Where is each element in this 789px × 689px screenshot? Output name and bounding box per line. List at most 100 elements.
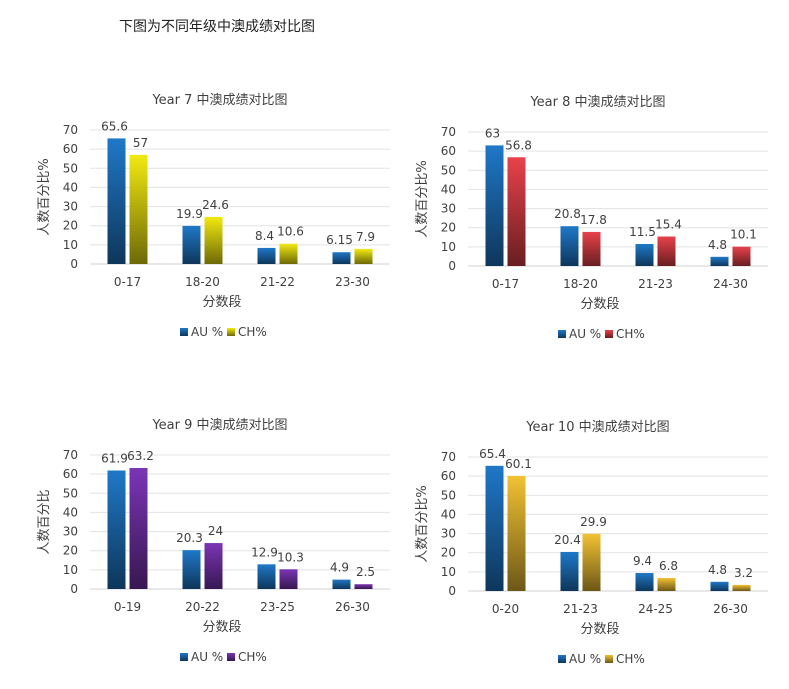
- legend-label: CH%: [616, 327, 645, 341]
- x-tick-label: 23-30: [335, 275, 370, 289]
- y-tick-label: 40: [441, 182, 456, 196]
- data-label: 65.6: [101, 119, 128, 133]
- data-label: 57: [133, 136, 148, 150]
- chart-panel-year9: Year 9 中澳成绩对比图 0 10 20 30 40 50 60 70 人数百分比 61.9 63…: [37, 407, 400, 687]
- y-axis-label: 人数百分比: [37, 489, 52, 554]
- chart-year9: Year 9 中澳成绩对比图 0 10 20 30 40 50 60 70 人数百分比 61.9 63…: [37, 417, 390, 664]
- bar-au: [560, 551, 579, 591]
- legend-swatch: [605, 330, 613, 338]
- data-label: 4.8: [708, 563, 727, 577]
- bar-ch: [732, 246, 751, 266]
- y-tick-label: 0: [448, 584, 456, 598]
- y-tick-label: 20: [63, 219, 78, 233]
- data-label: 6.15: [326, 233, 353, 247]
- bar-ch: [279, 569, 298, 589]
- x-tick-label: 0-19: [114, 600, 141, 614]
- data-label: 60.1: [505, 457, 532, 471]
- bar-ch: [279, 243, 298, 264]
- chart-title: Year 9 中澳成绩对比图: [151, 417, 287, 433]
- x-tick-label: 0-20: [492, 602, 519, 616]
- legend-label: AU %: [569, 652, 601, 666]
- legend-swatch: [227, 328, 235, 336]
- y-tick-label: 70: [441, 125, 456, 139]
- data-label: 15.4: [655, 218, 682, 232]
- y-tick-label: 10: [441, 565, 456, 579]
- y-tick-label: 60: [441, 469, 456, 483]
- bar-ch: [354, 584, 373, 589]
- data-label: 20.4: [554, 533, 581, 547]
- page-title: 下图为不同年级中澳成绩对比图: [119, 19, 315, 35]
- data-label: 19.9: [176, 207, 203, 221]
- x-tick-label: 0-17: [114, 275, 141, 289]
- x-tick-label: 20-22: [185, 600, 220, 614]
- y-tick-label: 50: [441, 163, 456, 177]
- bar-ch: [204, 216, 223, 264]
- y-tick-label: 10: [63, 563, 78, 577]
- bar-au: [182, 550, 201, 589]
- chart-year10: Year 10 中澳成绩对比图 0 10 20 30 40 50 60 70 人数百分比% 65.4…: [415, 419, 768, 666]
- bar-ch: [657, 236, 676, 266]
- data-label: 10.6: [277, 225, 304, 239]
- legend-label: CH%: [616, 652, 645, 666]
- x-tick-label: 21-22: [260, 275, 295, 289]
- data-label: 6.8: [659, 559, 678, 573]
- x-axis-label: 分数段: [202, 620, 241, 635]
- bar-ch: [129, 468, 148, 589]
- y-tick-label: 60: [63, 142, 78, 156]
- data-label: 20.3: [176, 531, 203, 545]
- bar-ch: [507, 475, 526, 591]
- bar-ch: [204, 543, 223, 589]
- chart-title: Year 10 中澳成绩对比图: [525, 419, 669, 435]
- data-label: 29.9: [580, 515, 607, 529]
- bar-ch: [582, 231, 601, 266]
- y-tick-label: 50: [63, 486, 78, 500]
- legend-label: AU %: [569, 327, 601, 341]
- x-tick-label: 21-23: [638, 277, 673, 291]
- bar-au: [107, 138, 126, 264]
- data-label: 10.3: [277, 550, 304, 564]
- x-tick-label: 24-30: [713, 277, 748, 291]
- data-label: 63.2: [127, 449, 154, 463]
- data-label: 56.8: [505, 138, 532, 152]
- data-label: 8.4: [255, 229, 274, 243]
- y-tick-label: 30: [441, 527, 456, 541]
- legend-swatch: [558, 655, 566, 663]
- bar-au: [107, 470, 126, 589]
- y-tick-label: 30: [63, 200, 78, 214]
- y-tick-label: 50: [441, 488, 456, 502]
- chart-panel-year10: Year 10 中澳成绩对比图 0 10 20 30 40 50 60 70 人数百分比% 65.4…: [415, 409, 778, 689]
- x-tick-label: 18-20: [563, 277, 598, 291]
- legend-label: CH%: [238, 325, 267, 339]
- bar-ch: [732, 584, 751, 591]
- y-tick-label: 70: [441, 450, 456, 464]
- y-tick-label: 10: [441, 240, 456, 254]
- data-label: 65.4: [479, 447, 506, 461]
- x-axis-label: 分数段: [202, 295, 241, 310]
- bar-ch: [582, 533, 601, 591]
- bar-au: [332, 579, 351, 589]
- x-tick-label: 18-20: [185, 275, 220, 289]
- chart-panel-year7: Year 7 中澳成绩对比图 0 10 20 30 40 50 60 70 人数百分比% 65.6 5…: [37, 82, 400, 362]
- x-tick-label: 24-25: [638, 602, 673, 616]
- bar-au: [710, 256, 729, 266]
- data-label: 24: [208, 524, 223, 538]
- y-tick-label: 20: [441, 221, 456, 235]
- legend-label: AU %: [191, 325, 223, 339]
- legend-swatch: [558, 330, 566, 338]
- y-axis-label: 人数百分比%: [37, 158, 52, 235]
- data-label: 10.1: [730, 228, 757, 242]
- y-tick-label: 0: [70, 582, 78, 596]
- legend-swatch: [180, 653, 188, 661]
- x-tick-label: 0-17: [492, 277, 519, 291]
- data-label: 3.2: [734, 566, 753, 580]
- y-tick-label: 60: [441, 144, 456, 158]
- data-label: 20.8: [554, 207, 581, 221]
- y-tick-label: 20: [63, 544, 78, 558]
- data-label: 17.8: [580, 213, 607, 227]
- y-tick-label: 40: [63, 180, 78, 194]
- data-label: 2.5: [356, 565, 375, 579]
- bar-ch: [657, 577, 676, 591]
- legend-label: AU %: [191, 650, 223, 664]
- y-tick-label: 20: [441, 546, 456, 560]
- bar-au: [710, 581, 729, 591]
